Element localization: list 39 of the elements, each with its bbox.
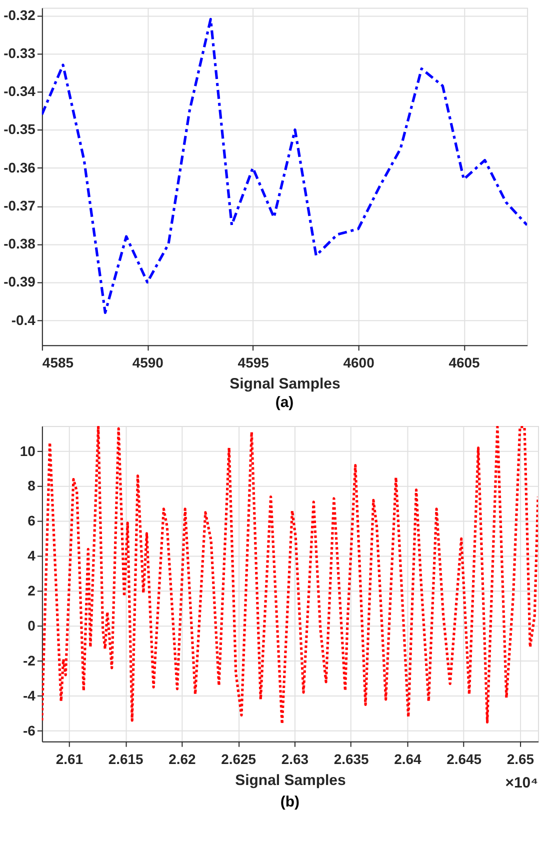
y-tick-label: -0.38: [4, 236, 36, 252]
y-tick-label: -0.34: [4, 83, 36, 100]
x-axis-title: Signal Samples: [235, 772, 346, 789]
x-tick-label: 4600: [343, 354, 375, 371]
y-tick-label: -4: [23, 687, 36, 704]
x-tick-label: 2.61: [56, 750, 84, 767]
y-tick-label: 10: [20, 442, 36, 459]
x-tick-label: 2.615: [108, 750, 144, 767]
text: ×10⁴: [505, 774, 538, 792]
x-tick-label: 4605: [448, 354, 480, 371]
text: (a): [275, 394, 294, 411]
y-tick-label: 8: [28, 478, 36, 494]
line-series: [42, 18, 528, 314]
x-tick-label: 2.64: [394, 750, 422, 767]
x-tick-label: 4595: [238, 354, 270, 371]
text: (b): [280, 793, 300, 810]
x-axis-title: Signal Samples: [230, 376, 340, 393]
x-tick-label: 2.63: [281, 750, 309, 767]
x-tick-label: 2.625: [221, 750, 256, 767]
x-tick-label: 2.62: [168, 750, 196, 767]
y-tick-label: -0.33: [4, 44, 36, 61]
y-tick-label: -2: [23, 652, 36, 668]
y-tick-label: -0.4: [11, 312, 36, 328]
line-series: [42, 426, 538, 726]
x-tick-label: 4590: [132, 354, 164, 371]
x-tick-label: 2.635: [334, 750, 370, 767]
y-tick-label: -6: [23, 722, 36, 738]
y-tick-label: -0.32: [4, 6, 36, 23]
y-tick-label: 0: [28, 618, 36, 634]
y-tick-label: 2: [28, 582, 36, 599]
y-tick-label: -0.37: [4, 197, 36, 214]
y-tick-label: 4: [28, 548, 36, 564]
y-tick-label: -0.39: [4, 274, 36, 290]
y-tick-label: -0.35: [4, 121, 36, 138]
y-tick-label: 6: [28, 512, 36, 529]
x-tick-label: 2.645: [446, 750, 482, 767]
x-tick-label: 2.65: [506, 750, 534, 767]
y-tick-label: -0.36: [4, 159, 36, 176]
x-tick-label: 4585: [42, 354, 74, 371]
